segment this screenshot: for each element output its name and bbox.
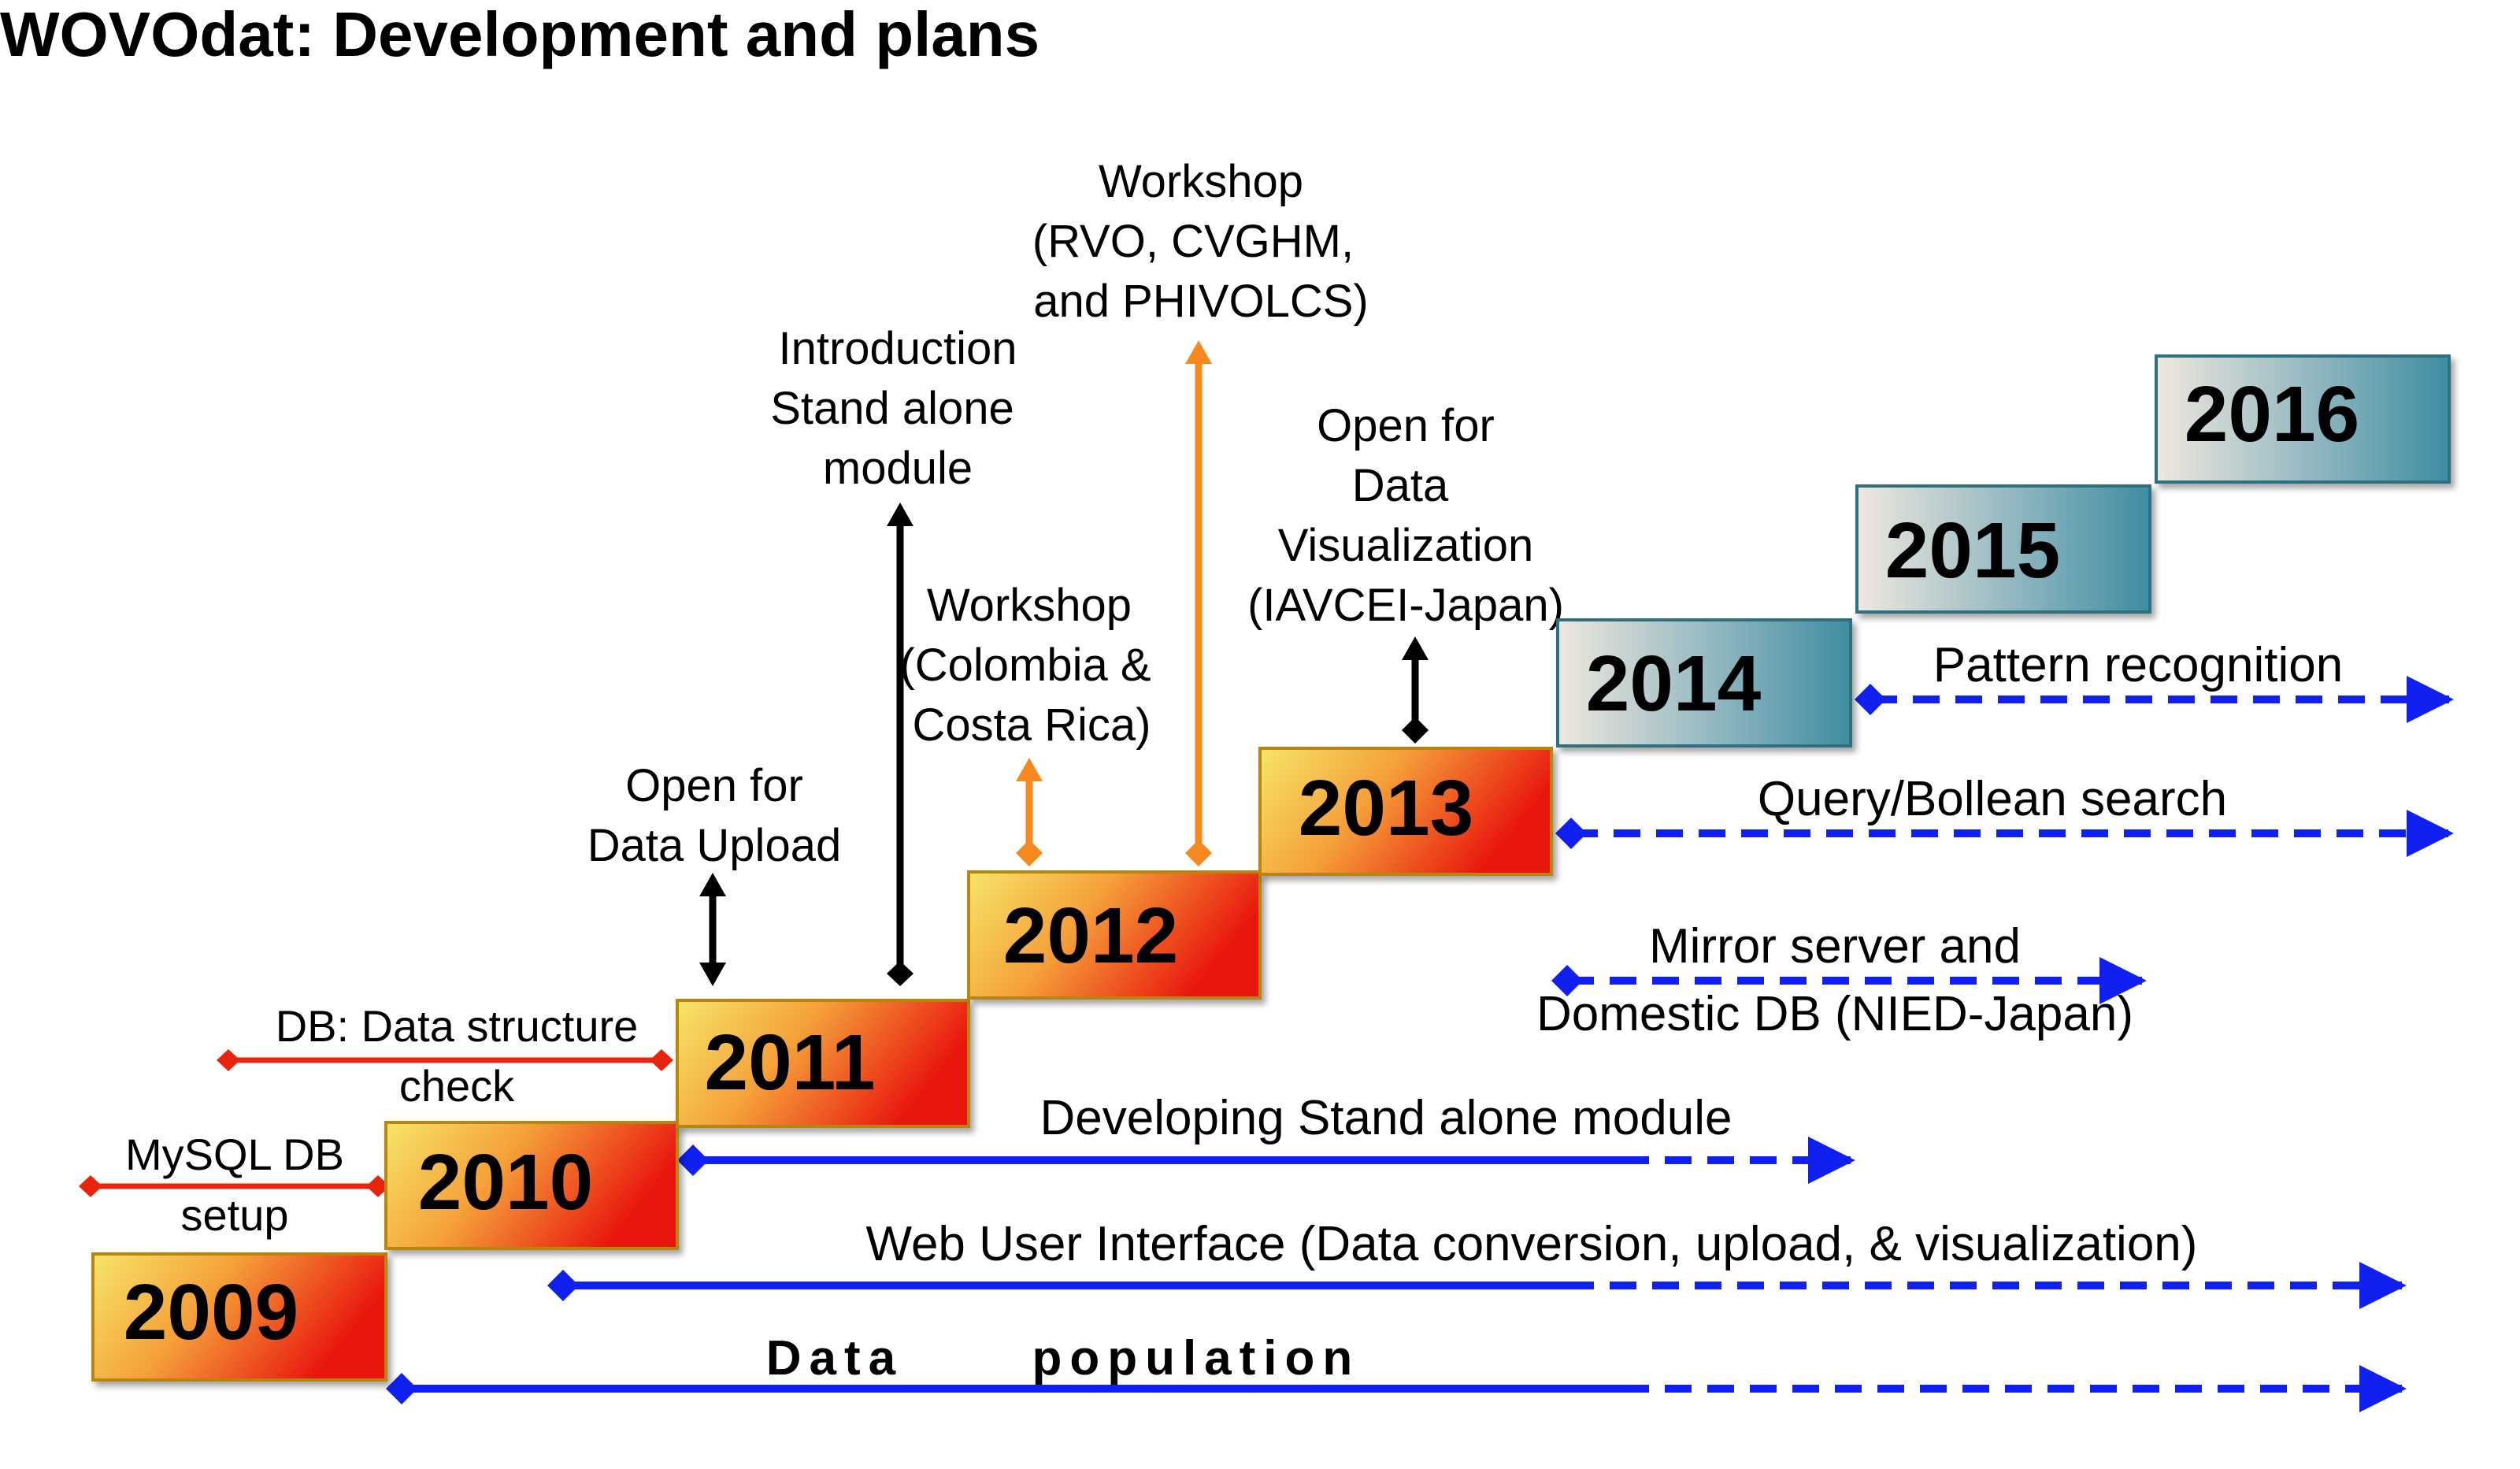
track-data-population: Data population	[386, 1331, 2407, 1412]
year-label-2013: 2013	[1299, 764, 1473, 852]
milestone-label-intro-line3: module	[823, 443, 973, 494]
track-label-web-user-interface: Web User Interface (Data conversion, upl…	[866, 1217, 2198, 1271]
year-box-2013: 2013	[1258, 747, 1553, 876]
milestone-open-visualization: Open for Data Visualization (IAVCEI-Japa…	[1247, 400, 1564, 744]
milestone-label-db-line1: DB: Data structure	[276, 1001, 639, 1051]
milestone-label-asia-line1: Workshop	[1099, 156, 1303, 207]
milestone-label-intro-line1: Introduction	[778, 323, 1017, 374]
milestone-label-vis-line3: Visualization	[1278, 520, 1534, 571]
milestone-label-asia-line3: and PHIVOLCS)	[1033, 276, 1369, 327]
track-label-developing-stand-alone-module: Developing Stand alone module	[1040, 1091, 1732, 1145]
milestone-label-upload-line2: Data Upload	[587, 820, 841, 871]
year-box-2011: 2011	[676, 999, 970, 1128]
track-label-query-search: Query/Bollean search	[1758, 772, 2227, 826]
track-label-mirror-line2: Domestic DB (NIED-Japan)	[1536, 987, 2133, 1041]
page-title: WOVOdat: Development and plans	[0, 0, 1040, 69]
year-label-2014: 2014	[1586, 640, 1762, 728]
milestone-label-colombia-line2: (Colombia &	[899, 640, 1151, 691]
year-label-2015: 2015	[1885, 506, 2060, 595]
year-label-2012: 2012	[1003, 892, 1178, 980]
milestone-label-vis-line4: (IAVCEI-Japan)	[1247, 580, 1564, 631]
milestone-db-structure: DB: Data structure check	[217, 1001, 673, 1111]
year-box-2010: 2010	[384, 1121, 679, 1250]
milestone-label-asia-line2: (RVO, CVGHM,	[1032, 216, 1354, 267]
milestone-label-mysql-line2: setup	[181, 1190, 289, 1240]
milestone-label-upload-line1: Open for	[625, 760, 803, 811]
year-box-2016: 2016	[2155, 354, 2451, 484]
milestone-open-upload: Open for Data Upload	[587, 760, 841, 986]
milestone-mysql-setup: MySQL DB setup	[79, 1130, 390, 1240]
milestone-workshop-colombia: Workshop (Colombia & Costa Rica)	[899, 580, 1151, 866]
milestone-label-mysql-line1: MySQL DB	[125, 1130, 344, 1179]
track-web-user-interface: Web User Interface (Data conversion, upl…	[547, 1217, 2407, 1309]
track-developing-stand-alone-module: Developing Stand alone module	[677, 1091, 1855, 1184]
track-label-mirror-line1: Mirror server and	[1649, 919, 2021, 974]
track-pattern-recognition: Pattern recognition	[1855, 638, 2454, 723]
milestone-label-colombia-line3: Costa Rica)	[913, 699, 1151, 751]
year-box-2009: 2009	[91, 1252, 387, 1382]
year-label-2009: 2009	[124, 1268, 298, 1356]
milestone-label-intro-line2: Stand alone	[770, 383, 1014, 434]
milestone-label-colombia-line1: Workshop	[927, 580, 1132, 631]
year-label-2016: 2016	[2185, 370, 2359, 458]
year-box-2014: 2014	[1556, 618, 1852, 747]
track-mirror-server: Mirror server and Domestic DB (NIED-Japa…	[1536, 919, 2147, 1041]
milestone-label-db-line2: check	[399, 1061, 515, 1111]
year-label-2010: 2010	[418, 1138, 593, 1226]
milestone-label-vis-line2: Data	[1352, 460, 1449, 511]
track-query-search: Query/Bollean search	[1555, 772, 2454, 857]
milestone-intro-module: Introduction Stand alone module	[770, 323, 1017, 986]
year-box-2012: 2012	[967, 870, 1262, 1000]
year-label-2011: 2011	[705, 1018, 876, 1107]
milestone-label-vis-line1: Open for	[1317, 400, 1495, 451]
track-label-data-population: Data population	[766, 1331, 1361, 1386]
track-label-pattern-recognition: Pattern recognition	[1933, 638, 2343, 692]
milestone-workshop-asia: Workshop (RVO, CVGHM, and PHIVOLCS)	[1032, 156, 1369, 866]
year-box-2015: 2015	[1855, 484, 2151, 614]
